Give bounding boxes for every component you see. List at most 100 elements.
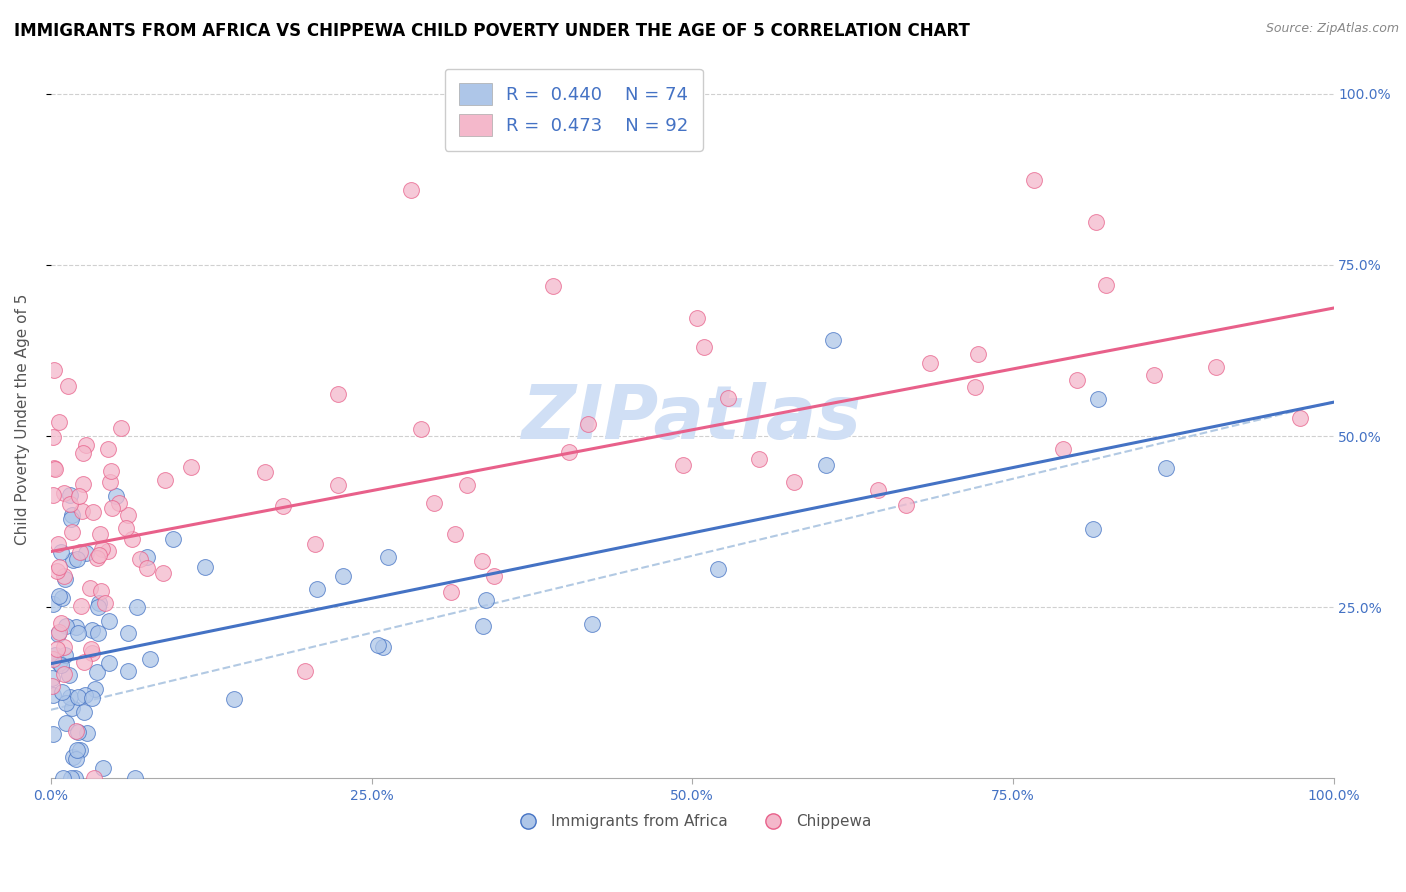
Point: [117, 508, 139, 522]
Point: [896, 499, 918, 513]
Point: [98, 475, 121, 489]
Point: [69, 743, 91, 757]
Point: [80, 623, 103, 637]
Point: [80, 646, 103, 660]
Point: [90, 583, 112, 598]
Point: [576, 417, 599, 431]
Point: [101, 501, 124, 516]
Point: [581, 616, 603, 631]
Point: [815, 458, 838, 472]
Point: [136, 550, 159, 565]
Point: [48, 559, 70, 574]
Point: [59, 512, 82, 526]
Point: [194, 559, 217, 574]
Point: [42, 597, 65, 611]
Point: [152, 566, 174, 580]
Point: [66, 743, 89, 757]
Point: [86, 550, 108, 565]
Point: [55, 696, 77, 710]
Point: [121, 533, 143, 547]
Point: [91, 761, 114, 775]
Point: [1289, 410, 1312, 425]
Point: [672, 458, 695, 472]
Point: [129, 552, 152, 566]
Point: [53, 572, 76, 586]
Point: [98, 614, 121, 628]
Point: [471, 619, 494, 633]
Text: IMMIGRANTS FROM AFRICA VS CHIPPEWA CHILD POVERTY UNDER THE AGE OF 5 CORRELATION : IMMIGRANTS FROM AFRICA VS CHIPPEWA CHILD…: [14, 22, 970, 40]
Point: [371, 640, 394, 654]
Point: [70, 504, 93, 518]
Point: [89, 527, 111, 541]
Point: [49, 615, 72, 630]
Point: [444, 527, 467, 541]
Point: [717, 391, 740, 405]
Point: [56, 379, 79, 393]
Point: [60, 771, 83, 785]
Point: [475, 592, 498, 607]
Point: [104, 489, 127, 503]
Point: [44, 462, 66, 476]
Point: [423, 496, 446, 510]
Point: [139, 652, 162, 666]
Point: [117, 626, 139, 640]
Point: [456, 478, 478, 492]
Point: [125, 600, 148, 615]
Point: [41, 679, 63, 693]
Point: [53, 667, 76, 681]
Point: [48, 415, 70, 429]
Point: [471, 554, 494, 568]
Point: [51, 591, 73, 606]
Point: [48, 625, 70, 640]
Point: [48, 589, 70, 603]
Point: [52, 771, 75, 785]
Point: [783, 475, 806, 490]
Point: [868, 483, 890, 497]
Point: [59, 497, 82, 511]
Legend: Immigrants from Africa, Chippewa: Immigrants from Africa, Chippewa: [506, 808, 877, 835]
Point: [100, 464, 122, 478]
Point: [1083, 522, 1105, 536]
Point: [254, 466, 277, 480]
Point: [1052, 442, 1074, 456]
Point: [46, 564, 69, 578]
Point: [1022, 173, 1045, 187]
Point: [439, 585, 461, 599]
Point: [67, 725, 90, 739]
Point: [53, 486, 76, 500]
Point: [294, 664, 316, 678]
Point: [59, 690, 82, 705]
Point: [59, 488, 82, 502]
Point: [69, 544, 91, 558]
Point: [748, 451, 770, 466]
Point: [411, 422, 433, 436]
Point: [82, 505, 104, 519]
Point: [60, 525, 83, 540]
Point: [1156, 461, 1178, 475]
Point: [115, 521, 138, 535]
Point: [326, 387, 349, 401]
Point: [51, 685, 73, 699]
Point: [49, 545, 72, 559]
Point: [328, 477, 350, 491]
Point: [62, 749, 84, 764]
Point: [75, 438, 97, 452]
Point: [180, 460, 202, 475]
Point: [1095, 278, 1118, 293]
Point: [72, 476, 94, 491]
Point: [42, 652, 65, 666]
Point: [70, 599, 93, 614]
Point: [108, 496, 131, 510]
Point: [53, 569, 76, 583]
Point: [83, 771, 105, 785]
Point: [110, 420, 132, 434]
Text: ZIPatlas: ZIPatlas: [522, 383, 862, 456]
Point: [97, 544, 120, 558]
Point: [75, 546, 97, 560]
Point: [76, 725, 98, 739]
Point: [222, 691, 245, 706]
Point: [367, 638, 389, 652]
Point: [80, 691, 103, 706]
Point: [98, 657, 121, 671]
Point: [377, 550, 399, 565]
